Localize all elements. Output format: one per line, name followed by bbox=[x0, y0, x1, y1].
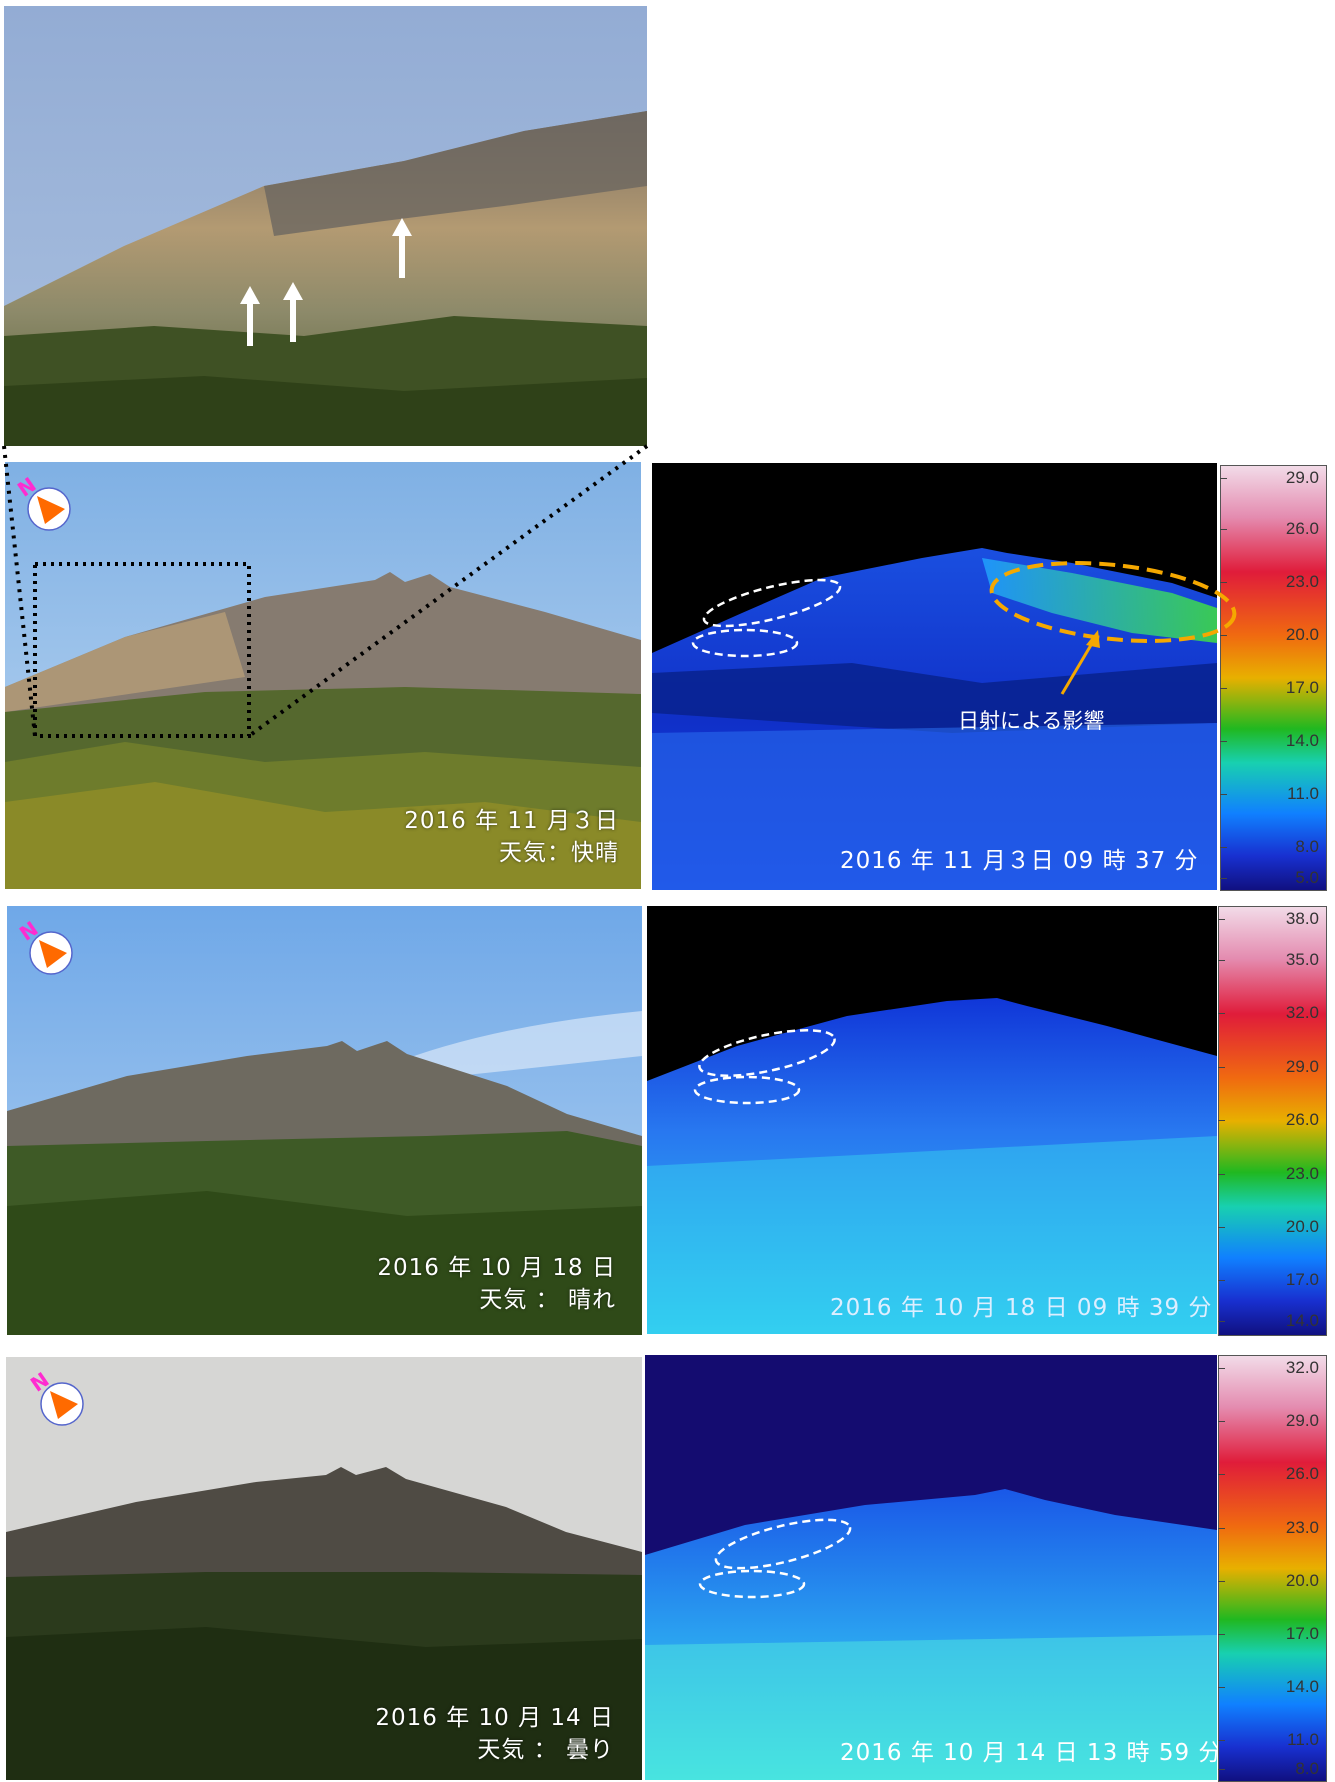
scale-label: 29.0 bbox=[1285, 468, 1319, 487]
scale-label: 20.0 bbox=[1285, 1571, 1319, 1590]
scale-label: 26.0 bbox=[1285, 1110, 1319, 1129]
scale-label: 23.0 bbox=[1285, 1164, 1319, 1183]
thermal-image-2016-10-14: 2016 年 10 月 14 日 13 時 59 分 bbox=[645, 1355, 1217, 1780]
scale-label: 35.0 bbox=[1285, 950, 1319, 969]
scale-label: 11.0 bbox=[1287, 1730, 1319, 1749]
photo-weather: 天気 ： 曇り bbox=[477, 1737, 614, 1763]
scale-label: 20.0 bbox=[1285, 1217, 1319, 1236]
thermal-timestamp: 2016 年 11 月３日 09 時 37 分 bbox=[840, 848, 1199, 874]
scale-label: 11.0 bbox=[1287, 784, 1319, 803]
visible-photo-2016-10-14: N 2016 年 10 月 14 日 天気 ： 曇り bbox=[6, 1357, 642, 1780]
scale-label: 17.0 bbox=[1285, 678, 1319, 697]
thermal-timestamp: 2016 年 10 月 18 日 09 時 39 分 bbox=[830, 1295, 1213, 1321]
scale-label: 26.0 bbox=[1285, 519, 1319, 538]
scale-label: 38.0 bbox=[1285, 909, 1319, 928]
photo-caption: 2016 年 10 月 14 日 天気 ： 曇り bbox=[375, 1702, 614, 1766]
compass-icon: N bbox=[13, 472, 75, 532]
scale-label: 5.0 bbox=[1295, 868, 1319, 887]
scale-label: 23.0 bbox=[1285, 572, 1319, 591]
photo-weather: 天気：快晴 bbox=[499, 840, 619, 866]
photo-date: 2016 年 11 月３日 bbox=[404, 808, 619, 834]
sun-effect-label: 日射による影響 bbox=[958, 709, 1105, 733]
thermal-image-2016-11-03: 2016 年 11 月３日 09 時 37 分 日射による影響 bbox=[652, 463, 1217, 890]
photo-date: 2016 年 10 月 14 日 bbox=[375, 1705, 614, 1731]
compass-icon: N bbox=[26, 1367, 88, 1427]
scale-label: 17.0 bbox=[1285, 1270, 1319, 1289]
scale-label: 8.0 bbox=[1295, 1759, 1319, 1778]
arrow-icon bbox=[283, 282, 303, 342]
scale-label: 14.0 bbox=[1285, 1311, 1319, 1330]
arrow-icon bbox=[240, 286, 260, 346]
scale-label: 23.0 bbox=[1285, 1518, 1319, 1537]
photo-caption: 2016 年 10 月 18 日 天気 ： 晴れ bbox=[377, 1252, 616, 1316]
scale-label: 32.0 bbox=[1285, 1003, 1319, 1022]
scale-label: 14.0 bbox=[1285, 1677, 1319, 1696]
scale-label: 20.0 bbox=[1285, 625, 1319, 644]
photo-date: 2016 年 10 月 18 日 bbox=[377, 1255, 616, 1281]
scale-label: 26.0 bbox=[1285, 1464, 1319, 1483]
photo-caption: 2016 年 11 月３日 天気：快晴 bbox=[404, 805, 619, 869]
arrow-icon bbox=[392, 218, 412, 278]
photo-weather: 天気 ： 晴れ bbox=[479, 1287, 616, 1313]
scale-label: 17.0 bbox=[1285, 1624, 1319, 1643]
scale-label: 32.0 bbox=[1285, 1358, 1319, 1377]
thermal-timestamp: 2016 年 10 月 14 日 13 時 59 分 bbox=[840, 1740, 1217, 1766]
temperature-scale: 29.0 26.0 23.0 20.0 17.0 14.0 11.0 8.0 5… bbox=[1220, 465, 1327, 891]
temperature-scale: 32.0 29.0 26.0 23.0 20.0 17.0 14.0 11.0 … bbox=[1218, 1355, 1327, 1782]
visible-photo-2016-10-18: N 2016 年 10 月 18 日 天気 ： 晴れ bbox=[7, 906, 642, 1335]
thermal-image-2016-10-18: 2016 年 10 月 18 日 09 時 39 分 bbox=[647, 906, 1217, 1334]
temperature-scale: 38.0 35.0 32.0 29.0 26.0 23.0 20.0 17.0 … bbox=[1218, 906, 1327, 1336]
zoomed-photo bbox=[4, 6, 647, 446]
scale-label: 29.0 bbox=[1285, 1057, 1319, 1076]
visible-photo-2016-11-03: N 2016 年 11 月３日 天気：快晴 bbox=[5, 462, 641, 889]
scale-label: 29.0 bbox=[1285, 1411, 1319, 1430]
scale-label: 14.0 bbox=[1285, 731, 1319, 750]
scale-label: 8.0 bbox=[1295, 837, 1319, 856]
compass-icon: N bbox=[15, 916, 77, 976]
